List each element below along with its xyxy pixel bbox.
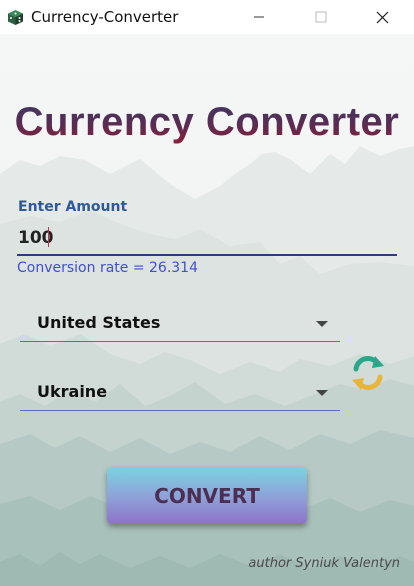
text-caret xyxy=(48,227,49,247)
dropdown-arrow-icon xyxy=(316,321,328,327)
author-credit: author Syniuk Valentyn xyxy=(248,556,400,571)
from-currency-value: United States xyxy=(37,313,161,332)
to-currency-value: Ukraine xyxy=(37,382,108,401)
amount-label: Enter Amount xyxy=(18,199,128,215)
amount-input[interactable] xyxy=(17,222,397,256)
close-button[interactable] xyxy=(359,0,405,34)
dropdown-arrow-icon xyxy=(316,390,328,396)
close-icon xyxy=(376,11,388,23)
conversion-rate-text: Conversion rate = 26.314 xyxy=(17,260,198,276)
maximize-icon xyxy=(315,11,327,23)
convert-button[interactable]: CONVERT xyxy=(107,467,307,524)
from-currency-select[interactable]: United States xyxy=(20,305,340,342)
to-currency-select[interactable]: Ukraine xyxy=(20,374,340,411)
waveform-background xyxy=(0,34,414,586)
window-title: Currency-Converter xyxy=(31,8,179,26)
swap-currencies-icon[interactable] xyxy=(347,352,389,394)
title-bar[interactable]: Currency-Converter xyxy=(0,0,414,34)
main-content: Currency Converter Enter Amount Conversi… xyxy=(0,34,414,586)
minimize-icon xyxy=(254,16,264,18)
minimize-button[interactable] xyxy=(236,0,282,34)
maximize-button[interactable] xyxy=(298,0,344,34)
app-heading: Currency Converter xyxy=(14,100,400,144)
dice-icon xyxy=(8,10,23,25)
